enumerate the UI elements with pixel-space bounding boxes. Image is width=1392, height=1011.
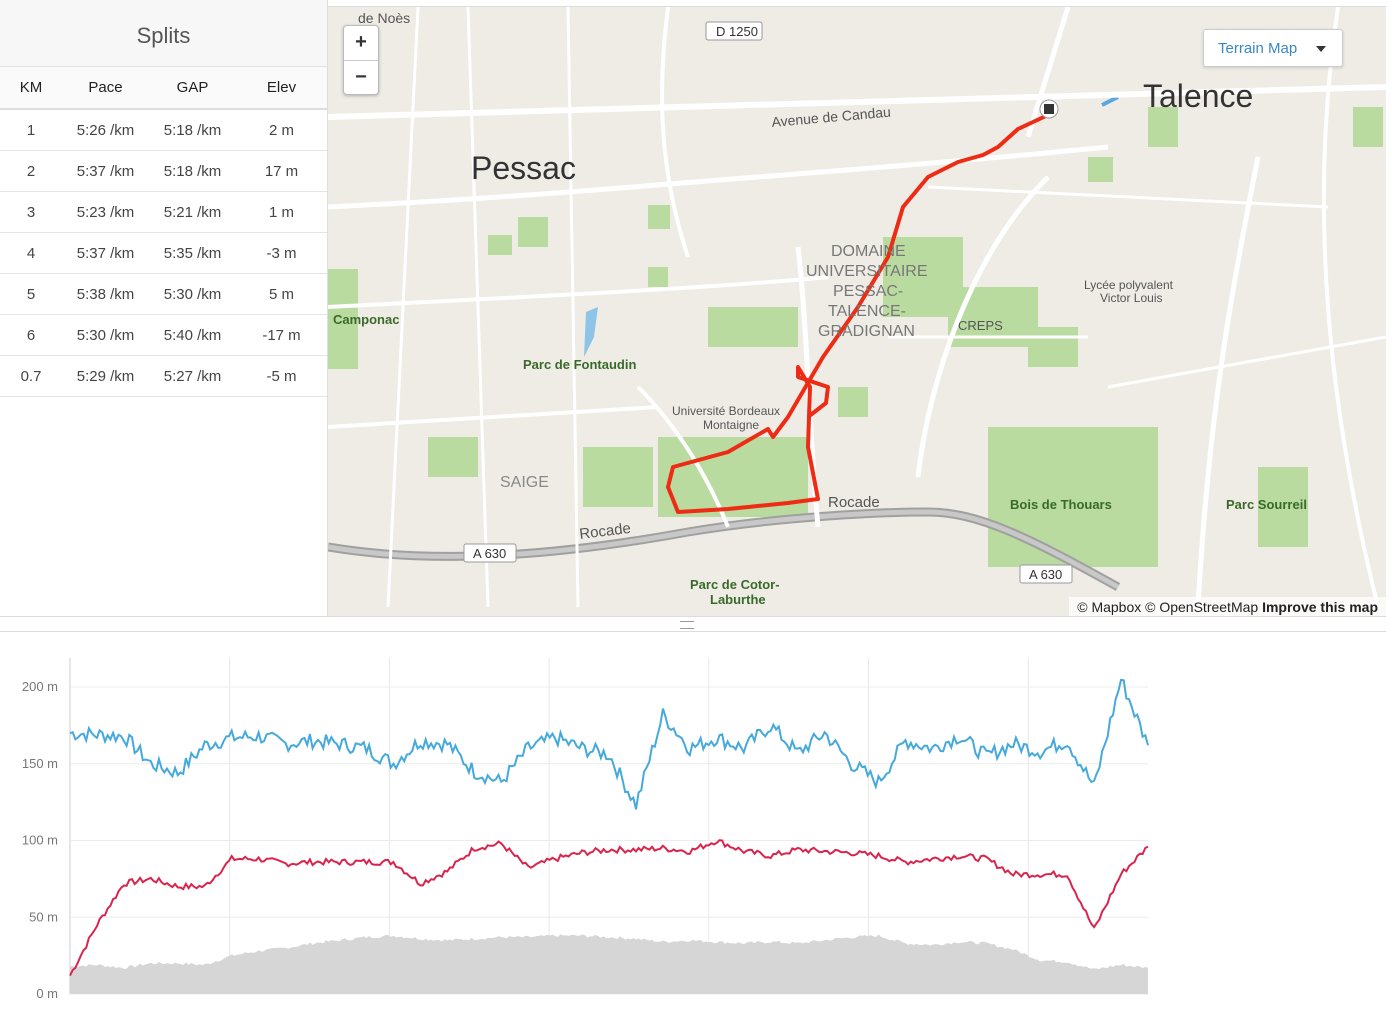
label-domaine-4: TALENCE- (828, 303, 906, 320)
map-type-label: Terrain Map (1218, 40, 1298, 57)
y-tick-label: 200 m (22, 679, 58, 694)
table-row[interactable]: 1 5:26 /km 5:18 /km 2 m (0, 109, 327, 151)
split-pace: 5:26 /km (62, 109, 149, 151)
series-gray-area (70, 934, 1148, 994)
split-elev: 17 m (236, 150, 327, 192)
label-saige: SAIGE (500, 474, 549, 491)
split-elev: 1 m (236, 191, 327, 233)
road-shields: D 1250 A 630 A 630 (463, 21, 1073, 584)
col-header-km: KM (0, 67, 62, 110)
y-tick-label: 50 m (29, 909, 58, 924)
shield-d1250: D 1250 (716, 24, 758, 39)
route-map[interactable]: de Noès Pessac Talence Avenue de Candau … (328, 6, 1386, 617)
series-red-line (69, 839, 1149, 977)
checker-icon (1044, 104, 1054, 114)
elevation-chart[interactable]: 200 m 150 m 100 m 50 m 0 m (0, 640, 1392, 1006)
map-attribution: © Mapbox © OpenStreetMap Improve this ma… (1069, 597, 1386, 617)
split-pace: 5:29 /km (62, 355, 149, 397)
label-domaine-3: PESSAC- (833, 283, 903, 300)
split-gap: 5:40 /km (149, 314, 236, 356)
split-gap: 5:35 /km (149, 232, 236, 274)
split-km: 0.7 (0, 355, 62, 397)
split-km: 6 (0, 314, 62, 356)
label-cotor-2: Laburthe (710, 592, 766, 607)
label-univ-1: Université Bordeaux (672, 404, 780, 418)
split-km: 5 (0, 273, 62, 315)
label-thouars: Bois de Thouars (1010, 497, 1112, 512)
label-lycee-1: Lycée polyvalent (1084, 278, 1174, 292)
table-row[interactable]: 6 5:30 /km 5:40 /km -17 m (0, 314, 327, 356)
shield-a630-2: A 630 (1029, 567, 1062, 582)
improve-map-link[interactable]: Improve this map (1262, 599, 1378, 615)
split-km: 4 (0, 232, 62, 274)
label-noes: de Noès (358, 10, 410, 26)
map-roads (328, 7, 1386, 608)
zoom-in-button[interactable]: + (344, 26, 378, 61)
split-gap: 5:21 /km (149, 191, 236, 233)
split-km: 1 (0, 109, 62, 151)
split-pace: 5:37 /km (62, 232, 149, 274)
split-km: 3 (0, 191, 62, 233)
series-blue-line (69, 678, 1149, 810)
label-fontaudin: Parc de Fontaudin (523, 357, 636, 372)
split-elev: 5 m (236, 273, 327, 315)
split-elev: 2 m (236, 109, 327, 151)
col-header-elev: Elev (236, 67, 327, 110)
label-cotor-1: Parc de Cotor- (690, 577, 780, 592)
map-canvas[interactable]: de Noès Pessac Talence Avenue de Candau … (328, 7, 1386, 617)
label-domaine-1: DOMAINE (831, 243, 906, 260)
label-rocade-1: Rocade (828, 494, 880, 511)
split-km: 2 (0, 150, 62, 192)
label-univ-2: Montaigne (703, 418, 759, 432)
col-header-pace: Pace (62, 67, 149, 110)
col-header-gap: GAP (149, 67, 236, 110)
split-gap: 5:18 /km (149, 109, 236, 151)
panel-resize-handle[interactable] (0, 616, 1386, 632)
split-elev: -17 m (236, 314, 327, 356)
label-lycee-2: Victor Louis (1100, 291, 1162, 305)
map-type-dropdown[interactable]: Terrain Map (1203, 29, 1343, 67)
label-rocade-2: Rocade (578, 520, 631, 543)
y-tick-label: 100 m (22, 833, 58, 848)
split-gap: 5:27 /km (149, 355, 236, 397)
split-gap: 5:18 /km (149, 150, 236, 192)
chart-y-axis: 200 m 150 m 100 m 50 m 0 m (22, 679, 58, 1001)
label-domaine-5: GRADIGNAN (818, 323, 915, 340)
table-row[interactable]: 0.7 5:29 /km 5:27 /km -5 m (0, 355, 327, 397)
map-lake (584, 307, 598, 357)
label-creps: CREPS (958, 318, 1003, 333)
label-domaine-2: UNIVERSITAIRE (806, 263, 928, 280)
grip-icon (680, 621, 694, 629)
split-pace: 5:37 /km (62, 150, 149, 192)
label-pessac: Pessac (471, 150, 576, 186)
splits-header-row: KM Pace GAP Elev (0, 67, 327, 110)
chart-canvas[interactable]: 200 m 150 m 100 m 50 m 0 m (0, 640, 1392, 1006)
split-gap: 5:30 /km (149, 273, 236, 315)
split-pace: 5:23 /km (62, 191, 149, 233)
zoom-control: + − (343, 25, 379, 95)
shield-a630-1: A 630 (473, 546, 506, 561)
zoom-out-button[interactable]: − (355, 66, 367, 88)
y-tick-label: 150 m (22, 756, 58, 771)
table-row[interactable]: 5 5:38 /km 5:30 /km 5 m (0, 273, 327, 315)
route-line (666, 113, 1049, 514)
label-talence: Talence (1143, 78, 1253, 114)
attribution-text: © Mapbox © OpenStreetMap (1077, 599, 1263, 615)
split-pace: 5:30 /km (62, 314, 149, 356)
label-sourreil: Parc Sourreil (1226, 497, 1307, 512)
label-candau: Avenue de Candau (771, 104, 892, 130)
split-elev: -3 m (236, 232, 327, 274)
splits-panel: Splits KM Pace GAP Elev 1 5:26 /km 5:18 /k… (0, 0, 328, 616)
y-tick-label: 0 m (36, 986, 58, 1001)
map-water (1101, 95, 1119, 107)
splits-title: Splits (0, 0, 327, 67)
split-elev: -5 m (236, 355, 327, 397)
table-row[interactable]: 3 5:23 /km 5:21 /km 1 m (0, 191, 327, 233)
caret-down-icon (1316, 46, 1326, 52)
label-camponac: Camponac (333, 312, 399, 327)
table-row[interactable]: 4 5:37 /km 5:35 /km -3 m (0, 232, 327, 274)
table-row[interactable]: 2 5:37 /km 5:18 /km 17 m (0, 150, 327, 192)
split-pace: 5:38 /km (62, 273, 149, 315)
